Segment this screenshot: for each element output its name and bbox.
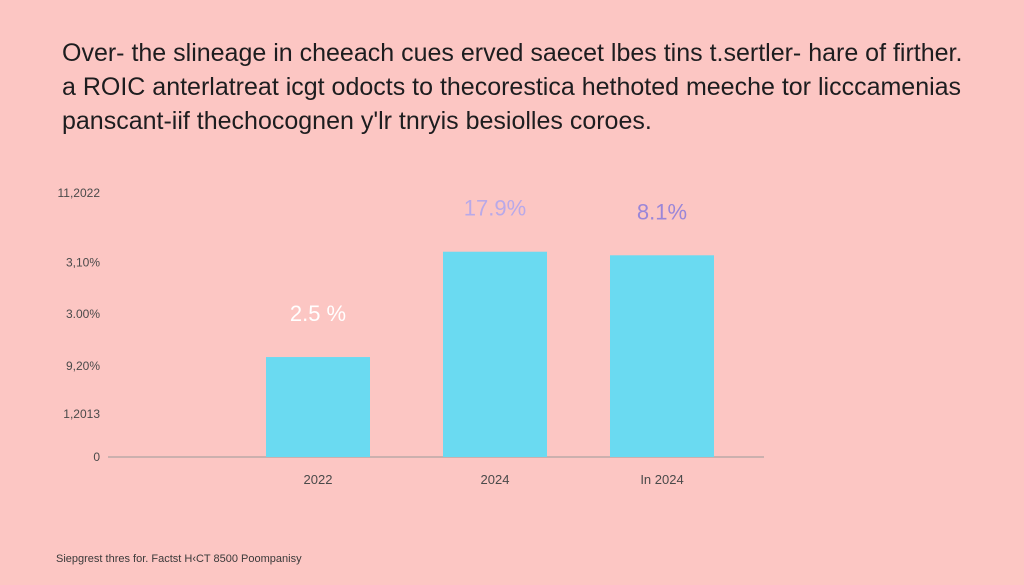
chart-title-line: Over- the slineage in cheeach cues erved…: [62, 39, 963, 67]
y-tick-label: 1,2013: [63, 407, 100, 421]
data-label: 2.5 %: [290, 301, 346, 326]
y-tick-label: 3,10%: [66, 255, 100, 269]
y-tick-label: 9,20%: [66, 359, 100, 373]
bar: [610, 255, 714, 457]
x-tick-label: 2022: [304, 472, 333, 487]
data-label: 8.1%: [637, 199, 687, 224]
bar: [443, 251, 547, 457]
data-label: 17.9%: [464, 196, 526, 221]
x-tick-label: In 2024: [640, 472, 683, 487]
chart-title: Over- the slineage in cheeach cues erved…: [62, 36, 992, 138]
y-tick-label: 3.00%: [66, 307, 100, 321]
chart-title-line: a ROIC anterlatreat icgt odocts to theco…: [62, 73, 962, 101]
y-tick-label: 11,2022: [58, 186, 101, 200]
chart-footer-note: Siepgrest thres for. Factst H‹CT 8500 Po…: [56, 553, 302, 565]
x-tick-label: 2024: [481, 472, 510, 487]
y-tick-label: 0: [93, 450, 100, 464]
bar: [266, 357, 370, 457]
chart-title-line: panscant-iif thechocognen y'lr tnryis be…: [62, 107, 652, 135]
